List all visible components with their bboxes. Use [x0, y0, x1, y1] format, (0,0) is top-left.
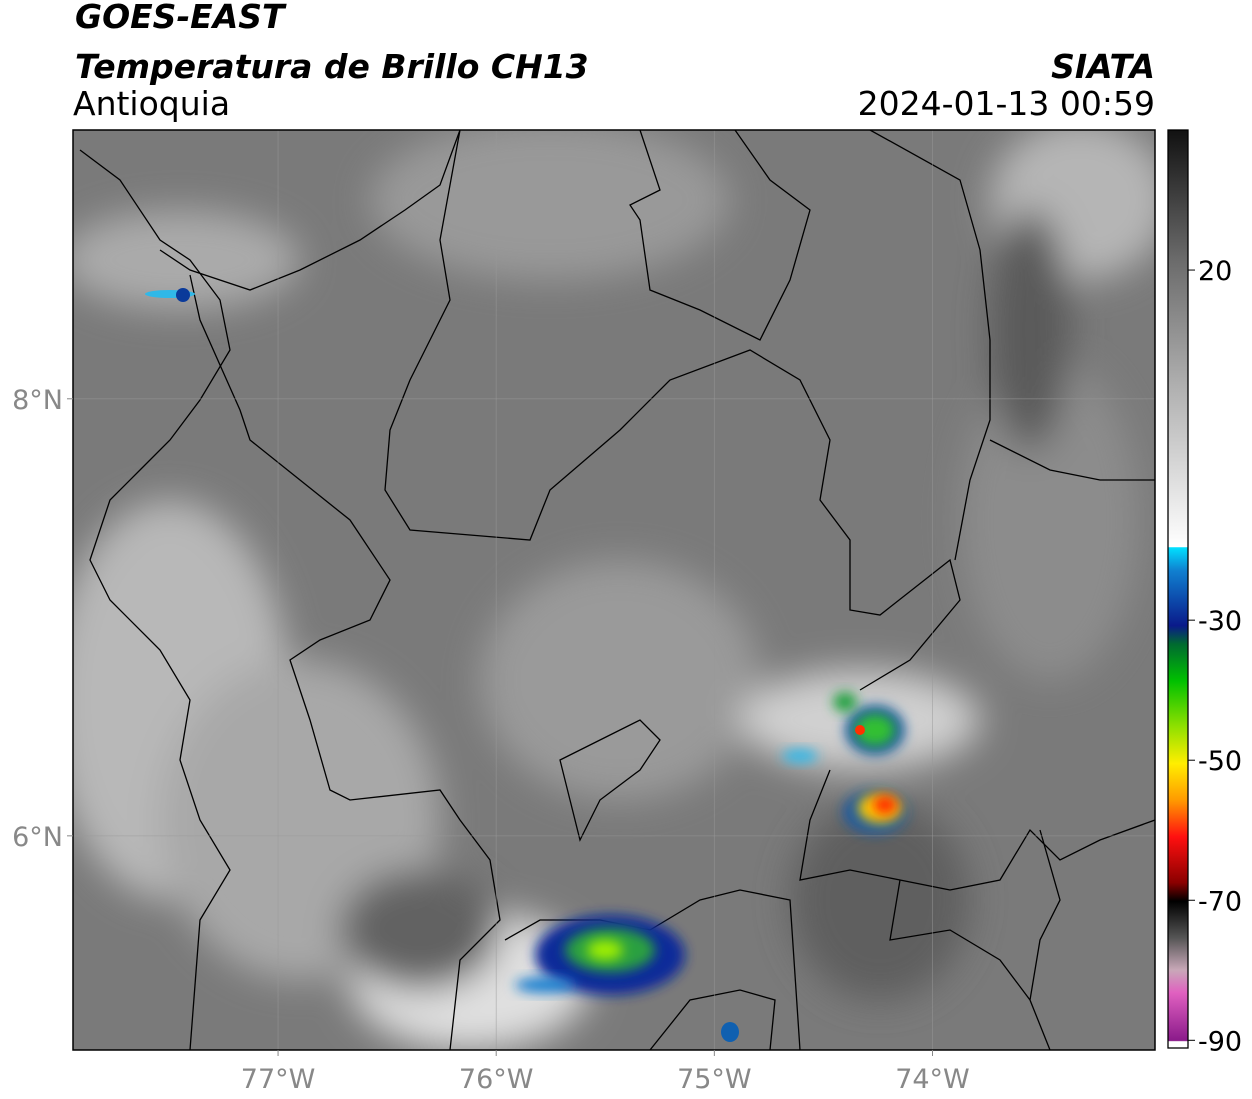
colorbar-tick-label: -50 — [1198, 746, 1242, 777]
satellite-image — [73, 130, 1155, 1050]
x-tick-label: 76°W — [459, 1064, 534, 1095]
convective-cells — [145, 288, 907, 1042]
cloud-field — [73, 130, 1155, 1050]
colorbar-tick-label: -70 — [1198, 886, 1242, 917]
colorbar-tick-label: 20 — [1198, 256, 1232, 287]
colorbar-tick-label: -30 — [1198, 606, 1242, 637]
colorbar-tick-label: -90 — [1198, 1026, 1242, 1057]
boundaries — [79, 130, 1155, 1050]
y-tick-label: 8°N — [12, 385, 63, 416]
region: Antioquia — [73, 84, 230, 123]
title: GOES-EAST — [75, 0, 287, 36]
y-tick-label: 6°N — [12, 822, 63, 853]
subtitle: Temperatura de Brillo CH13 — [75, 47, 589, 86]
x-tick-label: 74°W — [895, 1064, 970, 1095]
x-tick-label: 77°W — [241, 1064, 316, 1095]
datetime: 2024-01-13 00:59 — [858, 84, 1155, 123]
axes: 77°W 76°W 75°W 74°W 6°N 8°N -90 -70 -50 -30 20 — [12, 256, 1242, 1095]
x-tick-label: 75°W — [677, 1064, 752, 1095]
source: SIATA — [1051, 47, 1155, 86]
colorbar — [1167, 129, 1189, 1049]
grid — [73, 130, 1155, 1050]
map-frame — [72, 129, 1156, 1051]
